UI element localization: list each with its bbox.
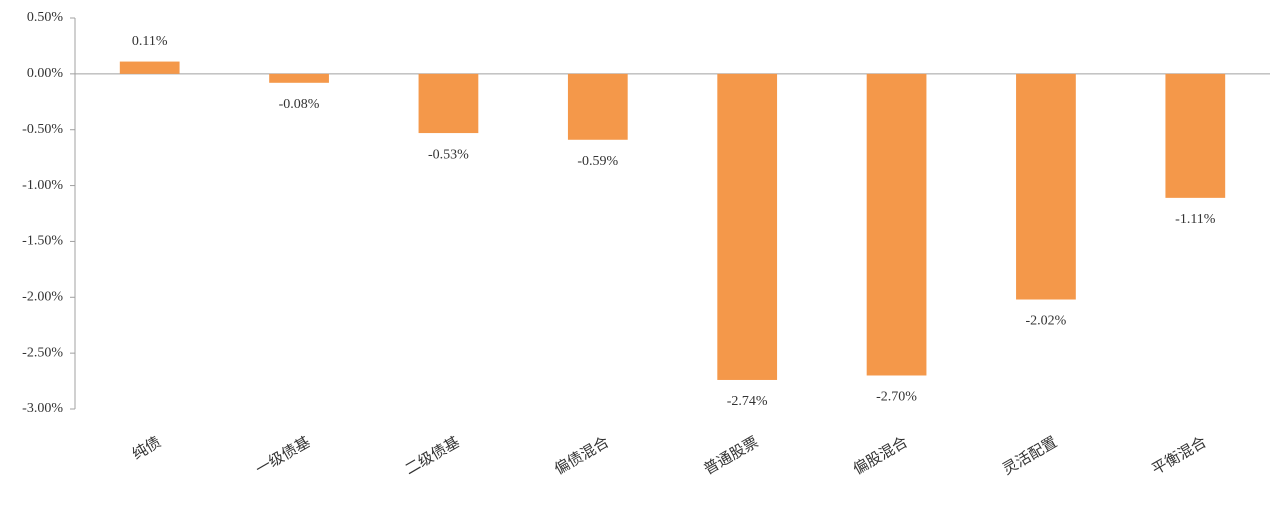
bar <box>717 73 778 380</box>
y-tick-label: -3.00% <box>22 401 63 416</box>
value-label: 0.11% <box>132 34 168 49</box>
y-tick-label: 0.50% <box>27 10 64 25</box>
value-label: -1.11% <box>1175 212 1216 227</box>
value-label: -0.08% <box>279 97 320 112</box>
y-tick-label: -0.50% <box>22 122 63 137</box>
bar <box>119 61 180 74</box>
bar <box>1165 73 1226 198</box>
value-label: -2.02% <box>1026 314 1067 329</box>
x-tick-label: 普通股票 <box>700 433 761 479</box>
x-tick-label: 纯债 <box>129 433 164 464</box>
x-tick-label: 偏债混合 <box>551 433 612 479</box>
x-tick-label: 二级债基 <box>402 433 463 479</box>
y-tick-label: -1.50% <box>22 234 63 249</box>
x-tick-label: 灵活配置 <box>999 433 1060 479</box>
x-tick-label: 一级债基 <box>252 433 313 479</box>
value-label: -2.74% <box>727 394 768 409</box>
y-tick-label: -2.50% <box>22 345 63 360</box>
value-label: -0.59% <box>577 154 618 169</box>
bar <box>269 73 329 83</box>
bar <box>866 73 927 376</box>
value-label: -0.53% <box>428 147 469 162</box>
y-tick-label: 0.00% <box>27 66 64 81</box>
value-label: -2.70% <box>876 390 917 405</box>
bar <box>567 73 628 140</box>
bar <box>418 73 479 134</box>
bar <box>1016 73 1076 300</box>
x-tick-label: 偏股混合 <box>850 433 911 479</box>
y-tick-label: -2.00% <box>22 290 63 305</box>
x-tick-label: 平衡混合 <box>1149 433 1210 479</box>
y-tick-label: -1.00% <box>22 178 63 193</box>
